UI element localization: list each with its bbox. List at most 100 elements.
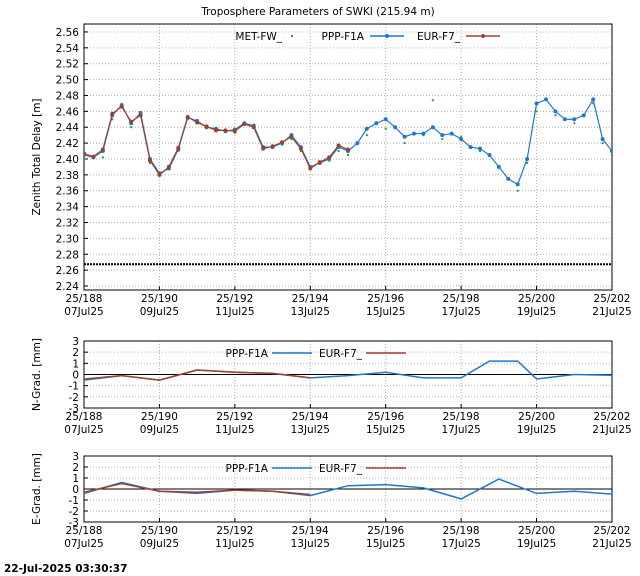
series-point-1	[534, 101, 539, 106]
y-tick-label: 2.24	[56, 281, 80, 293]
x-tick-label-top: 25/198	[443, 293, 480, 305]
series-point-1	[478, 146, 482, 151]
x-tick-label-top: 25/188	[66, 411, 103, 423]
y-tick-label: -1	[69, 381, 79, 393]
legend: PPP-F1A EUR-F7_	[226, 463, 406, 475]
x-tick-label-top: 25/188	[66, 293, 103, 305]
series-point-1	[525, 156, 530, 161]
met-fw-point	[573, 122, 576, 125]
y-tick-label: 2.32	[56, 218, 79, 230]
met-fw-point	[535, 110, 538, 113]
series-point-2	[185, 114, 190, 119]
series-point-1	[412, 131, 416, 136]
x-tick-label-bottom: 21Jul25	[592, 538, 631, 550]
x-tick-label-bottom: 21Jul25	[592, 424, 631, 436]
met-fw-point	[149, 161, 151, 164]
x-tick-label-bottom: 09Jul25	[140, 538, 179, 550]
met-fw-point	[111, 118, 114, 121]
series-point-2	[327, 155, 332, 160]
chart-title: Troposphere Parameters of SWKI (215.94 m…	[200, 6, 434, 18]
series-point-1	[496, 164, 501, 169]
series-point-1	[383, 117, 388, 122]
met-fw-point	[365, 134, 368, 137]
series-group	[84, 478, 612, 500]
x-tick-label-bottom: 09Jul25	[140, 306, 179, 318]
series-point-2	[110, 111, 115, 116]
y-tick-label: 2.52	[56, 59, 79, 71]
series-point-2	[232, 129, 237, 134]
series-point-1	[364, 126, 369, 131]
y-tick-label: -3	[69, 403, 79, 415]
series-point-1	[544, 97, 548, 102]
met-fw-point	[290, 138, 293, 141]
x-tick-label-top: 25/190	[141, 293, 178, 305]
series-point-2	[157, 172, 162, 177]
x-tick-label-top: 25/188	[66, 525, 103, 537]
x-tick-label-bottom: 11Jul25	[215, 538, 254, 550]
series-point-1	[619, 153, 623, 157]
x-tick-label-top: 25/194	[292, 525, 329, 537]
series-point-1	[468, 145, 473, 150]
series-point-2	[223, 128, 228, 133]
y-tick-label: 1	[72, 358, 79, 370]
y-tick-label: 2.26	[56, 265, 80, 277]
y-axis-label: Zenith Total Delay [m]	[31, 98, 43, 215]
met-fw-point	[403, 142, 406, 145]
met-fw-point	[460, 135, 463, 138]
y-tick-label: -2	[69, 392, 79, 404]
y-tick-label: 2.42	[56, 138, 79, 150]
series-point-2	[289, 134, 294, 139]
x-tick-label-top: 25/190	[141, 525, 178, 537]
y-tick-label: -2	[69, 506, 79, 518]
met-fw-point	[337, 150, 340, 153]
series-point-1	[600, 137, 605, 142]
series-point-1	[506, 176, 511, 181]
x-tick-label-top: 25/198	[443, 411, 480, 423]
y-axis-label: E-Grad. [mm]	[31, 453, 43, 525]
series-point-1	[449, 131, 454, 136]
series-point-1	[487, 153, 492, 158]
legend-label: MET-FW_	[235, 31, 282, 43]
y-tick-label: 2.28	[56, 249, 79, 261]
series-line-1	[84, 369, 311, 381]
met-fw-point	[526, 161, 529, 164]
x-tick-label-bottom: 07Jul25	[64, 306, 103, 318]
x-tick-label-top: 25/196	[367, 293, 404, 305]
series-group	[84, 97, 623, 266]
series-point-1	[374, 121, 379, 126]
legend-marker	[481, 34, 485, 38]
y-tick-label: 2.44	[56, 122, 80, 134]
met-fw-point	[441, 138, 444, 141]
series-point-2	[261, 146, 266, 151]
y-tick-label: 2.56	[56, 27, 80, 39]
series-point-2	[251, 125, 256, 130]
series-point-2	[336, 143, 341, 148]
series-line-1	[84, 482, 311, 496]
x-tick-label-bottom: 15Jul25	[366, 424, 405, 436]
y-tick-label: 2	[72, 347, 79, 359]
met-fw-point	[84, 157, 85, 160]
footer-timestamp: 22-Jul-2025 03:30:37	[4, 563, 127, 575]
x-tick-label-bottom: 19Jul25	[517, 306, 556, 318]
series-point-1	[430, 125, 435, 130]
series-point-1	[572, 117, 577, 122]
series-point-2	[91, 154, 96, 159]
series-point-2	[346, 147, 350, 152]
y-tick-label: 0	[72, 370, 79, 382]
series-point-1	[459, 137, 464, 142]
series-point-2	[270, 144, 275, 149]
legend-label: EUR-F7_	[417, 31, 461, 43]
x-tick-label-top: 25/194	[292, 293, 329, 305]
x-tick-label-top: 25/200	[518, 411, 555, 423]
x-tick-label-bottom: 15Jul25	[366, 538, 405, 550]
x-tick-label-bottom: 17Jul25	[441, 538, 480, 550]
x-tick-label-top: 25/196	[367, 411, 404, 423]
met-fw-point	[101, 156, 104, 159]
y-tick-label: -1	[69, 495, 79, 507]
legend-marker	[385, 34, 389, 38]
series-point-2	[84, 151, 86, 156]
x-tick-label-bottom: 13Jul25	[291, 424, 330, 436]
x-tick-label-bottom: 21Jul25	[592, 306, 631, 318]
